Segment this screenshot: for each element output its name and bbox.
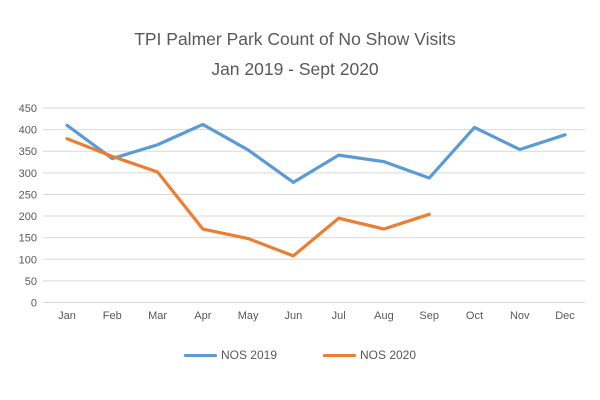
y-axis-tick-label: 0 [31, 298, 37, 310]
x-axis-tick-label: Mar [148, 310, 167, 322]
chart-title: TPI Palmer Park Count of No Show Visits [134, 29, 456, 49]
x-axis-tick-label: Oct [466, 310, 483, 322]
legend-line-swatch-nos-2019 [183, 353, 217, 357]
legend-item-nos-2020: NOS 2020 [323, 348, 416, 362]
chart-legend: NOS 2019 NOS 2020 [0, 348, 600, 362]
x-axis-tick-label: Aug [374, 310, 394, 322]
x-axis-tick-label: Dec [555, 310, 575, 322]
x-axis-tick-label: Jul [332, 310, 346, 322]
x-axis-tick-label: Sep [419, 310, 439, 322]
x-axis-tick-label: Nov [510, 310, 530, 322]
y-axis-tick-label: 250 [19, 189, 37, 201]
chart-line-nos-2020 [65, 137, 431, 258]
x-axis-tick-label: Feb [103, 310, 122, 322]
x-axis-tick-label: Apr [194, 310, 211, 322]
y-axis-tick-label: 200 [19, 211, 37, 223]
y-axis-tick-label: 450 [19, 103, 37, 115]
x-axis-tick-label: May [238, 310, 259, 322]
chart-subtitle: Jan 2019 - Sept 2020 [211, 59, 379, 79]
y-axis-tick-label: 100 [19, 254, 37, 266]
legend-line-swatch-nos-2020 [323, 353, 356, 357]
x-axis-tick-label: Jan [58, 310, 76, 322]
y-axis-tick-label: 50 [25, 276, 37, 288]
y-axis-tick-label: 150 [19, 233, 37, 245]
chart-title-block: TPI Palmer Park Count of No Show Visits … [0, 24, 590, 84]
legend-item-nos-2019: NOS 2019 [183, 348, 277, 362]
legend-label-nos-2020: NOS 2020 [360, 348, 417, 362]
y-axis-tick-label: 350 [19, 146, 37, 158]
chart-line-nos-2019 [65, 122, 567, 184]
legend-label-nos-2019: NOS 2019 [220, 348, 277, 362]
x-axis-tick-label: Jun [284, 310, 302, 322]
y-axis-tick-label: 400 [19, 125, 37, 137]
y-axis-tick-label: 300 [19, 168, 37, 180]
